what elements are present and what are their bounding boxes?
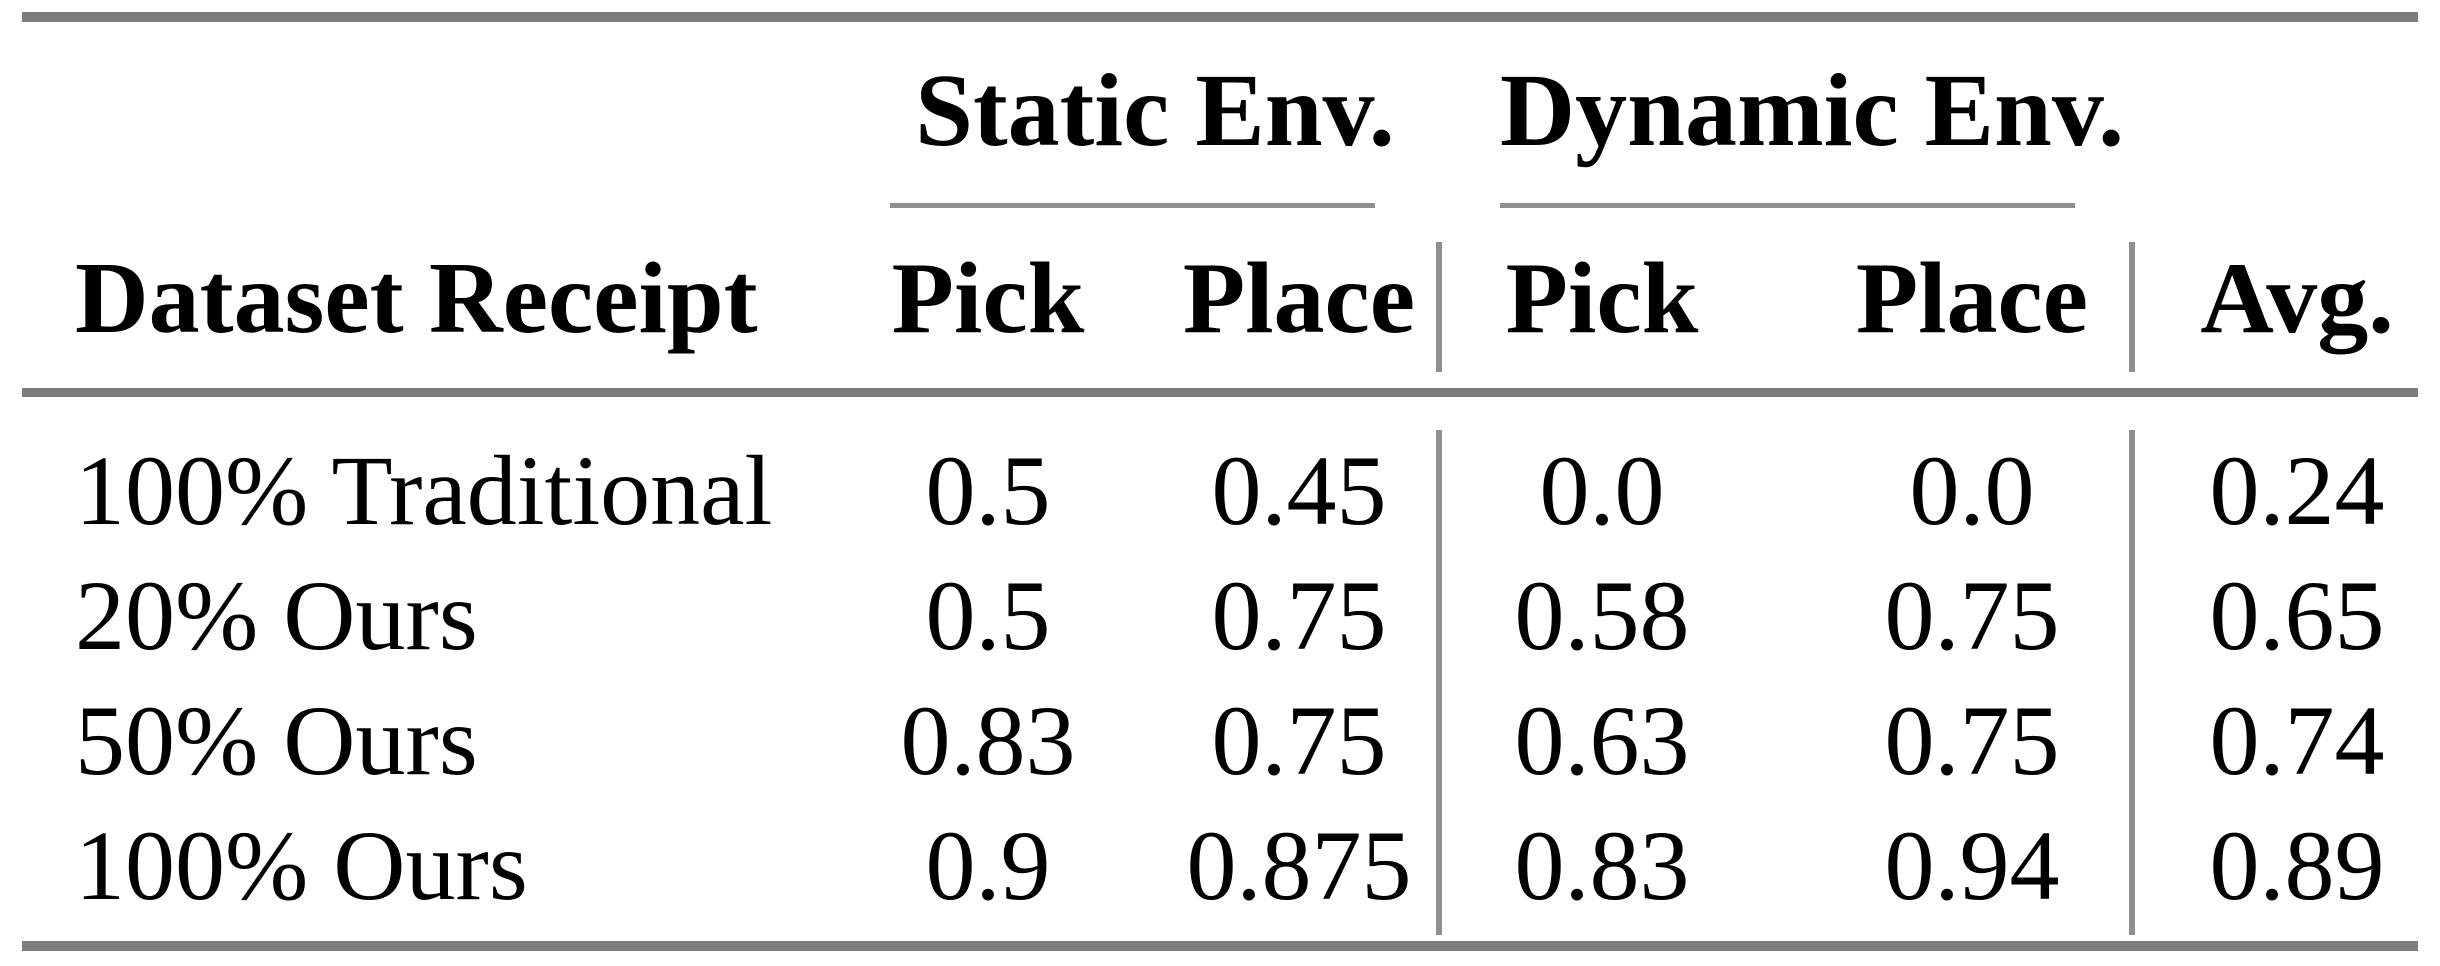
- column-separator: [1436, 242, 1442, 372]
- dynamic-place-value: 0.0: [1909, 435, 2035, 546]
- group-header-dynamic-env: Dynamic Env.: [1500, 53, 2125, 168]
- column-header-static-pick: Pick: [891, 242, 1085, 355]
- table-row: 50% Ours 0.83 0.75 0.63 0.75 0.74: [22, 678, 2418, 803]
- static-place-value: 0.75: [1211, 685, 1387, 796]
- static-pick-value: 0.5: [925, 435, 1051, 546]
- static-env-underline: [890, 203, 1375, 208]
- static-pick-value: 0.9: [925, 810, 1051, 921]
- column-header-dynamic-place: Place: [1855, 242, 2089, 355]
- dynamic-env-underline: [1500, 203, 2075, 208]
- table-row: 20% Ours 0.5 0.75 0.58 0.75 0.65: [22, 553, 2418, 678]
- static-place-value: 0.75: [1211, 560, 1387, 671]
- avg-value: 0.74: [2209, 685, 2385, 796]
- table-bottom-rule: [22, 941, 2418, 951]
- dynamic-pick-value: 0.83: [1514, 810, 1690, 921]
- dynamic-place-value: 0.75: [1884, 685, 2060, 796]
- row-label: 100% Traditional: [75, 435, 773, 546]
- row-label: 100% Ours: [75, 810, 528, 921]
- column-header-dataset-receipt: Dataset Receipt: [75, 242, 758, 355]
- static-pick-value: 0.83: [900, 685, 1076, 796]
- dynamic-pick-value: 0.0: [1539, 435, 1665, 546]
- column-separator: [2129, 430, 2135, 935]
- static-place-value: 0.45: [1211, 435, 1387, 546]
- static-pick-value: 0.5: [925, 560, 1051, 671]
- table-row: 100% Ours 0.9 0.875 0.83 0.94 0.89: [22, 803, 2418, 928]
- column-header-dynamic-pick: Pick: [1505, 242, 1699, 355]
- avg-value: 0.89: [2209, 810, 2385, 921]
- group-header-static-env: Static Env.: [915, 53, 1395, 168]
- column-separator: [2129, 242, 2135, 372]
- row-label: 20% Ours: [75, 560, 478, 671]
- dynamic-place-value: 0.75: [1884, 560, 2060, 671]
- column-header-row: Dataset Receipt Pick Place Pick Place Av…: [22, 236, 2418, 361]
- table-mid-rule: [22, 388, 2418, 397]
- static-place-value: 0.875: [1186, 810, 1412, 921]
- column-header-avg: Avg.: [2200, 242, 2394, 355]
- dynamic-place-value: 0.94: [1884, 810, 2060, 921]
- group-header-row: Static Env. Dynamic Env.: [22, 48, 2418, 173]
- dynamic-pick-value: 0.63: [1514, 685, 1690, 796]
- column-separator: [1436, 430, 1442, 935]
- avg-value: 0.24: [2209, 435, 2385, 546]
- table-top-rule: [22, 12, 2418, 22]
- table-row: 100% Traditional 0.5 0.45 0.0 0.0 0.24: [22, 428, 2418, 553]
- dynamic-pick-value: 0.58: [1514, 560, 1690, 671]
- row-label: 50% Ours: [75, 685, 478, 796]
- column-header-static-place: Place: [1182, 242, 1416, 355]
- avg-value: 0.65: [2209, 560, 2385, 671]
